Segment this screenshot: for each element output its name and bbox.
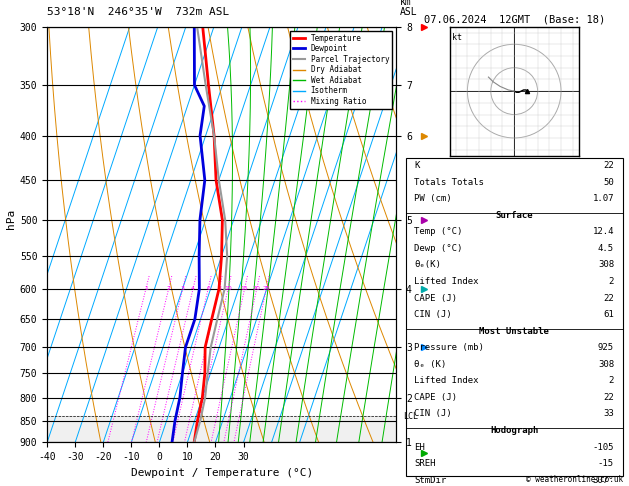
Text: 61: 61 [603,310,614,319]
Text: 12.4: 12.4 [593,227,614,236]
Text: 1: 1 [144,286,148,292]
Text: θₑ(K): θₑ(K) [415,260,442,269]
Text: 20: 20 [253,286,260,292]
Text: Most Unstable: Most Unstable [479,327,549,336]
Text: Dewp (°C): Dewp (°C) [415,244,463,253]
Text: 07.06.2024  12GMT  (Base: 18): 07.06.2024 12GMT (Base: 18) [423,14,605,24]
Text: -15: -15 [598,459,614,468]
Text: EH: EH [415,443,425,451]
Text: 22: 22 [603,393,614,402]
Text: Lifted Index: Lifted Index [415,376,479,385]
Text: -105: -105 [593,443,614,451]
Text: 6: 6 [206,286,210,292]
Text: hPa: hPa [6,208,16,229]
Text: 2: 2 [167,286,170,292]
Text: CIN (J): CIN (J) [415,310,452,319]
Text: 10: 10 [224,286,232,292]
Text: CAPE (J): CAPE (J) [415,393,457,402]
Text: SREH: SREH [415,459,436,468]
Text: CAPE (J): CAPE (J) [415,294,457,303]
Text: Pressure (mb): Pressure (mb) [415,343,484,352]
Text: Temp (°C): Temp (°C) [415,227,463,236]
Text: 925: 925 [598,343,614,352]
Text: Hodograph: Hodograph [490,426,538,435]
Text: 25: 25 [262,286,270,292]
Text: 4: 4 [191,286,195,292]
Text: Surface: Surface [496,211,533,220]
Text: 308: 308 [598,360,614,369]
Text: 1.07: 1.07 [593,194,614,203]
Text: Lifted Index: Lifted Index [415,277,479,286]
Text: 308: 308 [598,260,614,269]
Text: PW (cm): PW (cm) [415,194,452,203]
Text: CIN (J): CIN (J) [415,409,452,418]
Text: kt: kt [452,33,462,42]
Text: LCL: LCL [403,412,418,421]
Text: 50: 50 [603,178,614,187]
Text: 53°18'N  246°35'W  732m ASL: 53°18'N 246°35'W 732m ASL [47,7,230,17]
Text: 3: 3 [181,286,185,292]
Text: StmDir: StmDir [415,476,447,485]
Text: 2: 2 [609,376,614,385]
Text: K: K [415,161,420,170]
Text: km
ASL: km ASL [400,0,418,17]
Text: © weatheronline.co.uk: © weatheronline.co.uk [526,474,623,484]
X-axis label: Dewpoint / Temperature (°C): Dewpoint / Temperature (°C) [131,468,313,478]
Text: θₑ (K): θₑ (K) [415,360,447,369]
Legend: Temperature, Dewpoint, Parcel Trajectory, Dry Adiabat, Wet Adiabat, Isotherm, Mi: Temperature, Dewpoint, Parcel Trajectory… [290,31,392,109]
Text: 22: 22 [603,294,614,303]
Text: 4.5: 4.5 [598,244,614,253]
Text: 15: 15 [241,286,248,292]
Text: 8: 8 [217,286,221,292]
Text: 33: 33 [603,409,614,418]
Text: Totals Totals: Totals Totals [415,178,484,187]
Text: 307°: 307° [593,476,614,485]
Text: 22: 22 [603,161,614,170]
Text: 2: 2 [609,277,614,286]
